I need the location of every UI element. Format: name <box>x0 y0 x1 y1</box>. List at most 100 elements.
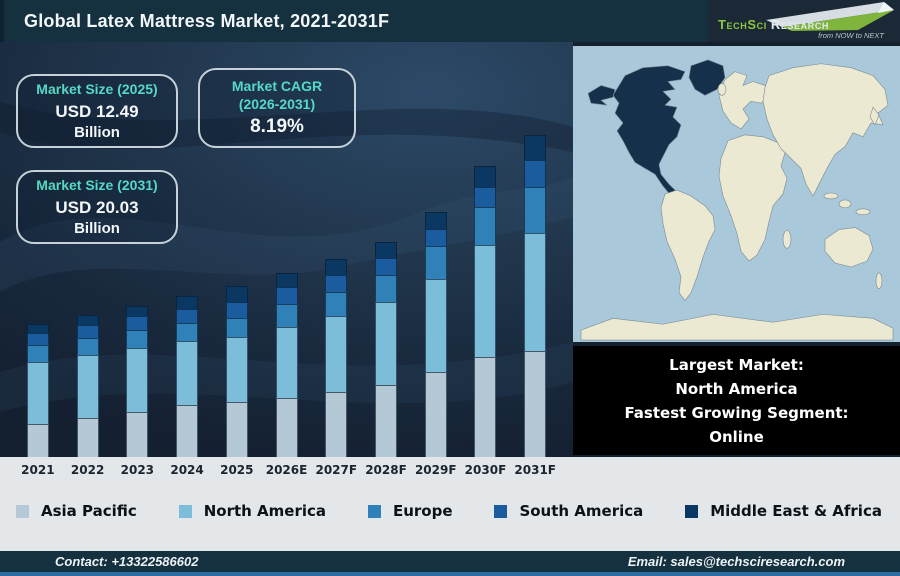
bar-segment <box>126 316 149 330</box>
contact-phone: Contact: +13322586602 <box>55 554 199 569</box>
page-title: Global Latex Mattress Market, 2021-2031F <box>24 10 390 31</box>
axis-label-2023: 2023 <box>120 463 155 477</box>
bar-segment <box>474 187 497 207</box>
legend-swatch-icon <box>367 504 381 518</box>
map-region-indonesia <box>823 192 839 200</box>
map-region-europe <box>718 71 770 130</box>
x-axis: 2021 2022 2023 2024 2025 2026E 2027F 2028F 2029F… <box>0 457 573 483</box>
bar-column-2023 <box>112 306 162 457</box>
stat-unit: Billion <box>74 219 120 237</box>
callout-line: Online <box>709 427 764 446</box>
bar-segment <box>176 323 199 341</box>
bar-segment <box>275 327 298 398</box>
bar-segment <box>26 345 49 362</box>
bar-segment <box>225 286 248 302</box>
bar-segment <box>474 166 497 187</box>
bar-segment <box>424 229 447 246</box>
bar-segment <box>275 398 298 457</box>
legend-item: Asia Pacific <box>16 502 137 520</box>
stat-title: Market Size (2025) <box>36 81 158 98</box>
legend-label: Europe <box>392 502 453 520</box>
stat-box-market-cagr: Market CAGR (2026-2031) 8.19% <box>198 68 356 148</box>
bar-segment <box>76 325 99 338</box>
logo-arrow-icon <box>766 2 894 31</box>
legend-swatch-icon <box>16 504 29 518</box>
bar-segment <box>275 273 298 287</box>
bar-segment <box>474 245 497 357</box>
axis-label-2025: 2025 <box>220 463 254 477</box>
chart-legend: Asia Pacific North America Europe South Ame… <box>0 483 900 539</box>
bar-segment <box>176 341 199 405</box>
bar-segment <box>76 338 99 355</box>
bar-segment <box>524 135 547 160</box>
bar-segment <box>76 315 99 325</box>
legend-swatch-icon <box>685 504 699 518</box>
bar-segment <box>26 362 49 424</box>
bar-column-2029F <box>411 212 461 457</box>
bar-segment <box>474 357 497 457</box>
stat-title: (2026-2031) <box>238 95 316 112</box>
bar-segment <box>176 296 199 309</box>
legend-item: Europe <box>367 502 453 520</box>
bar-segment <box>76 418 99 457</box>
map-panel: Largest Market: North America Fastest Gr… <box>573 42 900 457</box>
contact-email: Email: sales@techsciresearch.com <box>627 554 845 569</box>
bar-segment <box>375 302 397 385</box>
stacked-bar-2021 <box>26 324 49 457</box>
bar-segment <box>225 402 248 457</box>
bar-column-2027F <box>311 259 361 457</box>
bar-segment <box>375 275 397 302</box>
stacked-bar-2031F <box>524 135 547 457</box>
bar-column-2031F <box>510 135 560 457</box>
bar-segment <box>126 306 149 316</box>
bar-segment <box>375 385 397 457</box>
bar-chart <box>0 42 573 457</box>
stacked-bar-2028F <box>375 242 397 457</box>
axis-label-2028F: 2028F <box>365 463 407 477</box>
bar-column-2024 <box>162 296 212 457</box>
bar-segment <box>275 287 298 304</box>
footer-accent-strip <box>0 572 900 576</box>
stacked-bar-2026E <box>275 273 298 457</box>
bar-segment <box>424 212 447 229</box>
bar-segment <box>126 348 149 412</box>
bar-segment <box>524 187 547 233</box>
stacked-bar-2030F <box>474 166 497 457</box>
axis-label-2022: 2022 <box>70 463 105 477</box>
logo-tagline: from NOW to NEXT <box>818 31 884 40</box>
bar-column-2022 <box>63 315 113 457</box>
bar-segment <box>26 424 49 457</box>
bar-segment <box>176 309 199 323</box>
map-region-new-zealand <box>875 272 883 290</box>
axis-label-2029F: 2029F <box>414 463 457 477</box>
stat-title: Market Size (2031) <box>36 177 158 194</box>
bar-segment <box>474 207 497 245</box>
bar-segment <box>325 292 348 316</box>
legend-item: Middle East & Africa <box>685 502 882 520</box>
stat-box-market-size-2031: Market Size (2031) USD 20.03 Billion <box>16 170 178 244</box>
map-region-japan <box>869 106 880 126</box>
stat-title: Market CAGR <box>231 78 323 94</box>
stacked-bar-2027F <box>325 259 348 457</box>
legend-label: South America <box>519 502 644 520</box>
bar-segment <box>225 318 248 337</box>
bar-column-2030F <box>461 166 511 457</box>
bar-segment <box>375 258 397 275</box>
map-region-asia <box>762 63 889 197</box>
map-region-australia <box>824 227 874 268</box>
bar-segment <box>225 337 248 402</box>
legend-label: Asia Pacific <box>41 502 137 520</box>
bar-segment <box>325 259 348 275</box>
stat-value: USD 12.49 <box>55 101 139 121</box>
bar-segment <box>424 279 447 372</box>
axis-label-2031F: 2031F <box>514 463 557 477</box>
bottom-band: 2021 2022 2023 2024 2025 2026E 2027F 2028F 2029F… <box>0 457 900 551</box>
bar-segment <box>325 316 348 392</box>
stat-value: USD 20.03 <box>55 197 139 217</box>
axis-label-2021: 2021 <box>21 463 55 477</box>
legend-swatch-icon <box>178 504 192 518</box>
bar-segment <box>126 330 149 348</box>
bar-segment <box>225 302 248 318</box>
map-region-new-guinea <box>855 208 871 216</box>
stat-unit: Billion <box>74 123 120 141</box>
